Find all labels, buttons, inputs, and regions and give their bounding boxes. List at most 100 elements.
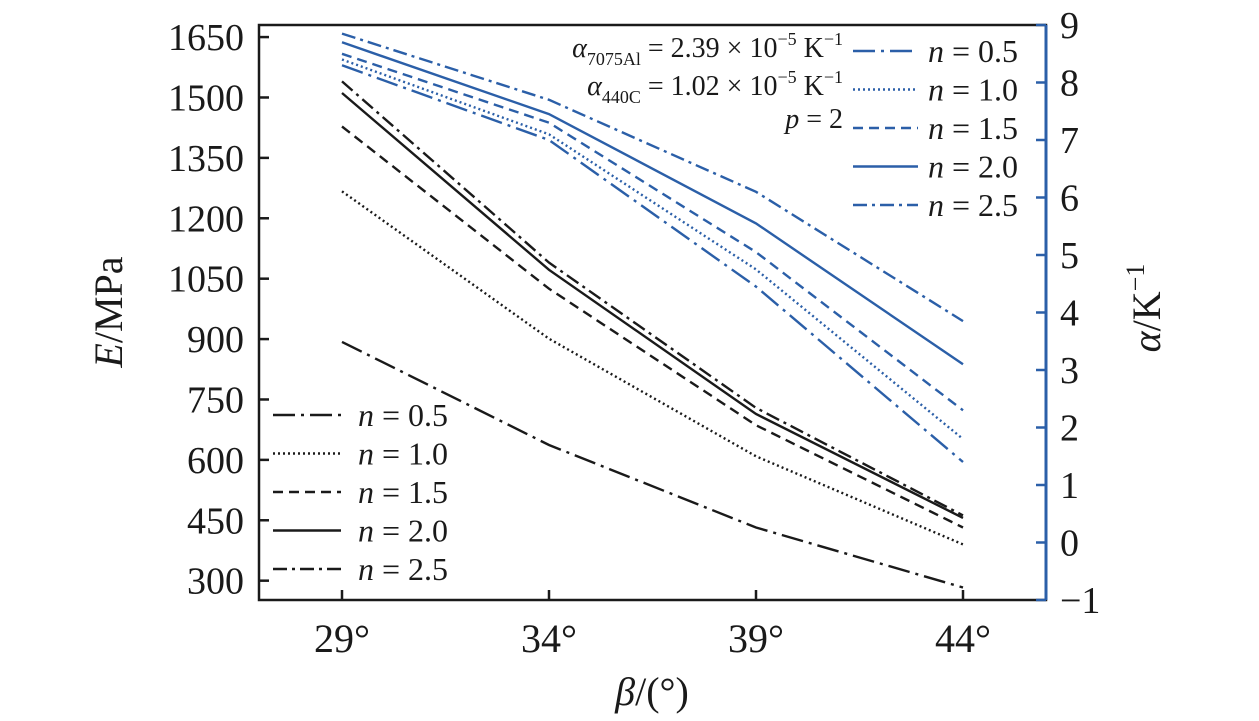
x-axis-unit: /(°) bbox=[635, 669, 689, 714]
left-axis-ticks: 300 450 600 750 900 1050 1200 1350 1500 1650 bbox=[168, 17, 269, 603]
left-tick-label: 750 bbox=[187, 379, 244, 421]
legend-var: n bbox=[358, 513, 374, 549]
legend-left: n = 0.5n = 1.0n = 1.5n = 2.0n = 2.5 bbox=[273, 397, 448, 587]
y-axis-label-right: α/K−1 bbox=[1121, 264, 1169, 353]
right-tick-label: 2 bbox=[1060, 408, 1079, 450]
right-axis-ticks: −1 0 1 2 3 4 5 6 7 8 9 bbox=[1036, 5, 1100, 622]
legend-var: n bbox=[358, 397, 374, 433]
left-tick-label: 600 bbox=[187, 440, 244, 482]
y-right-symbol: α bbox=[1124, 330, 1169, 352]
left-tick-label: 900 bbox=[187, 319, 244, 361]
legend-value: = 1.0 bbox=[374, 436, 448, 472]
legend-value: = 1.5 bbox=[944, 110, 1018, 146]
left-tick-label: 1650 bbox=[168, 17, 244, 59]
x-tick-label: 29° bbox=[314, 616, 370, 661]
x-axis-symbol: β bbox=[614, 669, 635, 714]
y-left-symbol: E bbox=[86, 343, 131, 368]
legend-value: = 1.5 bbox=[374, 474, 448, 510]
right-legend-label: n = 1.0 bbox=[928, 72, 1018, 108]
left-series-group bbox=[341, 80, 964, 589]
legend-var: n bbox=[928, 33, 944, 69]
left-tick-label: 450 bbox=[187, 500, 244, 542]
right-series-line bbox=[341, 32, 964, 323]
annotation-subscript: 7075Al bbox=[587, 49, 641, 69]
legend-var: n bbox=[928, 187, 944, 223]
legend-value: = 0.5 bbox=[374, 397, 448, 433]
legend-var: n bbox=[928, 149, 944, 185]
annotation: α7075Al = 2.39 × 10−5 K−1 bbox=[572, 29, 843, 69]
legend-var: n bbox=[928, 110, 944, 146]
right-legend-label: n = 1.5 bbox=[928, 110, 1018, 146]
right-tick-label: 5 bbox=[1060, 235, 1079, 277]
annotation-unit: K bbox=[797, 71, 824, 102]
left-series-line bbox=[341, 340, 964, 589]
legend-value: = 1.0 bbox=[944, 72, 1018, 108]
annotation-unit: K bbox=[797, 33, 824, 64]
legend-value: = 2.5 bbox=[944, 187, 1018, 223]
annotation-exponent: −5 bbox=[777, 67, 796, 87]
right-tick-label: 1 bbox=[1060, 465, 1079, 507]
left-tick-label: 1200 bbox=[168, 198, 244, 240]
x-axis-ticks: 29° 34° 39° 44° bbox=[314, 590, 991, 661]
y-right-unit-sup: −1 bbox=[1121, 264, 1150, 292]
annotation-symbol: α bbox=[587, 71, 603, 102]
legend-var: n bbox=[358, 474, 374, 510]
left-tick-label: 1350 bbox=[168, 138, 244, 180]
legend-var: n bbox=[358, 436, 374, 472]
legend-value: = 2.0 bbox=[944, 149, 1018, 185]
annotation-text: = 2.39 × 10 bbox=[641, 33, 778, 64]
legend-var: n bbox=[928, 72, 944, 108]
x-axis-label: β/(°) bbox=[614, 669, 689, 714]
right-tick-label: 9 bbox=[1060, 5, 1079, 47]
right-legend-label: n = 2.0 bbox=[928, 149, 1018, 185]
left-legend-label: n = 2.0 bbox=[358, 513, 448, 549]
left-legend-label: n = 0.5 bbox=[358, 397, 448, 433]
annotation-exponent: −5 bbox=[777, 29, 796, 49]
annotation-symbol: α bbox=[572, 33, 588, 64]
annotation-unit-exponent: −1 bbox=[824, 67, 843, 87]
right-tick-label: 6 bbox=[1060, 178, 1079, 220]
annotation: p = 2 bbox=[783, 104, 843, 135]
annotation-unit-exponent: −1 bbox=[824, 29, 843, 49]
left-series-line bbox=[341, 92, 964, 519]
x-tick-label: 34° bbox=[521, 616, 577, 661]
annotation-text: = 2 bbox=[799, 104, 843, 135]
y-axis-label-left: E/MPa bbox=[86, 256, 131, 368]
y-left-unit: /MPa bbox=[86, 256, 131, 343]
right-tick-label: 3 bbox=[1060, 350, 1079, 392]
x-tick-label: 39° bbox=[728, 616, 784, 661]
y-right-unit: /K bbox=[1124, 291, 1169, 331]
left-tick-label: 1050 bbox=[168, 259, 244, 301]
right-tick-label: −1 bbox=[1060, 580, 1100, 622]
left-legend-label: n = 1.0 bbox=[358, 436, 448, 472]
legend-value: = 2.0 bbox=[374, 513, 448, 549]
right-series-line bbox=[341, 64, 964, 463]
annotation-symbol: p bbox=[783, 104, 799, 135]
left-tick-label: 1500 bbox=[168, 77, 244, 119]
right-legend-label: n = 2.5 bbox=[928, 187, 1018, 223]
right-legend-label: n = 0.5 bbox=[928, 33, 1018, 69]
annotation-text: = 1.02 × 10 bbox=[641, 71, 778, 102]
legend-right: n = 0.5n = 1.0n = 1.5n = 2.0n = 2.5 bbox=[853, 33, 1018, 223]
left-series-line bbox=[341, 80, 964, 517]
legend-var: n bbox=[358, 551, 374, 587]
legend-value: = 0.5 bbox=[944, 33, 1018, 69]
right-series-line bbox=[341, 58, 964, 440]
right-tick-label: 4 bbox=[1060, 293, 1079, 335]
annotation: α440C = 1.02 × 10−5 K−1 bbox=[587, 67, 843, 107]
right-series-line bbox=[341, 41, 964, 366]
right-tick-label: 7 bbox=[1060, 120, 1079, 162]
right-tick-label: 0 bbox=[1060, 523, 1079, 565]
left-series-line bbox=[341, 125, 964, 529]
left-legend-label: n = 2.5 bbox=[358, 551, 448, 587]
right-tick-label: 8 bbox=[1060, 63, 1079, 105]
right-series-line bbox=[341, 52, 964, 412]
left-tick-label: 300 bbox=[187, 561, 244, 603]
x-tick-label: 44° bbox=[935, 616, 991, 661]
right-series-group bbox=[341, 32, 964, 463]
left-legend-label: n = 1.5 bbox=[358, 474, 448, 510]
legend-value: = 2.5 bbox=[374, 551, 448, 587]
annotation-subscript: 440C bbox=[602, 87, 641, 107]
